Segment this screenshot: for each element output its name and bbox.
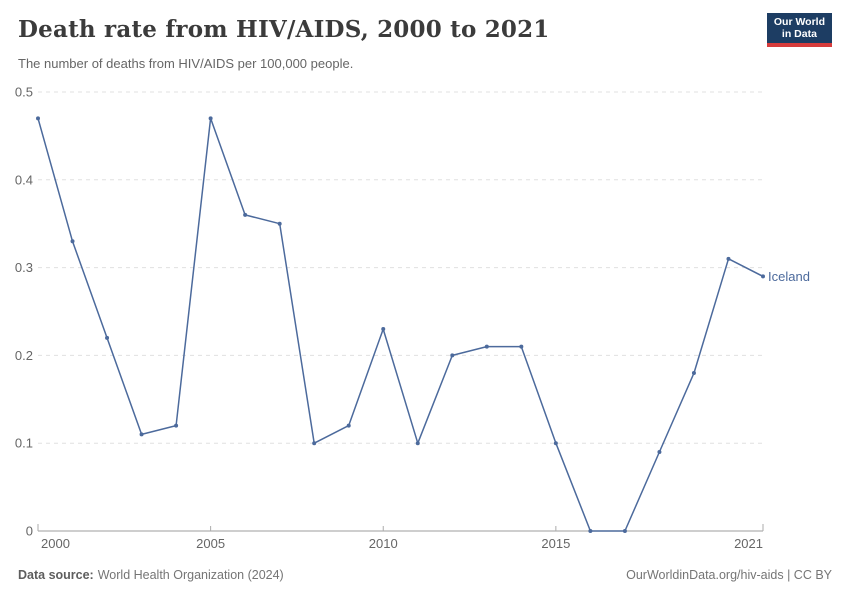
data-point[interactable] <box>553 441 558 446</box>
data-point[interactable] <box>484 344 489 349</box>
data-point[interactable] <box>70 239 75 244</box>
x-tick-label: 2005 <box>196 536 225 551</box>
data-source-label: Data source: <box>18 568 94 582</box>
x-tick-label: 2010 <box>369 536 398 551</box>
y-tick-label: 0.5 <box>15 85 33 100</box>
data-point[interactable] <box>105 335 110 340</box>
data-point[interactable] <box>657 449 662 454</box>
data-point[interactable] <box>36 116 40 121</box>
data-point[interactable] <box>761 274 765 279</box>
y-tick-label: 0.4 <box>15 172 33 187</box>
data-point[interactable] <box>243 212 248 217</box>
chart-title: Death rate from HIV/AIDS, 2000 to 2021 <box>18 16 550 43</box>
x-tick-label: 2000 <box>41 536 70 551</box>
data-point[interactable] <box>346 423 351 428</box>
data-point[interactable] <box>519 344 524 349</box>
owid-logo-line1: Our World <box>773 16 825 28</box>
data-point[interactable] <box>312 441 317 446</box>
x-tick-label: 2015 <box>541 536 570 551</box>
series-label[interactable]: Iceland <box>768 269 810 284</box>
owid-logo-line2: in Data <box>781 27 817 40</box>
data-point[interactable] <box>588 529 593 533</box>
data-point[interactable] <box>174 423 179 428</box>
data-point[interactable] <box>415 441 420 446</box>
data-point[interactable] <box>208 116 213 121</box>
y-tick-label: 0 <box>26 524 33 539</box>
chart-subtitle: The number of deaths from HIV/AIDS per 1… <box>18 56 354 71</box>
data-source: Data source: World Health Organization (2… <box>18 568 284 582</box>
data-point[interactable] <box>381 327 386 332</box>
data-point[interactable] <box>277 221 282 226</box>
data-point[interactable] <box>622 529 627 533</box>
chart-footer: Data source: World Health Organization (2… <box>18 568 832 582</box>
data-point[interactable] <box>691 370 696 375</box>
data-source-text: World Health Organization (2024) <box>97 568 284 582</box>
data-point[interactable] <box>450 353 455 358</box>
data-point[interactable] <box>726 256 731 261</box>
y-tick-label: 0.2 <box>15 348 33 363</box>
owid-logo[interactable]: Our World in Data <box>766 13 832 47</box>
y-tick-label: 0.1 <box>15 436 33 451</box>
series-line-iceland[interactable] <box>37 117 764 532</box>
data-point[interactable] <box>139 432 144 437</box>
credit-link[interactable]: OurWorldinData.org/hiv-aids | CC BY <box>626 568 832 582</box>
x-tick-label: 2021 <box>734 536 763 551</box>
y-tick-label: 0.3 <box>15 260 33 275</box>
